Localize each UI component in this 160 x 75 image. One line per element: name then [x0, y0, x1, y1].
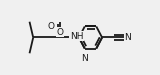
Text: NH: NH [70, 32, 83, 41]
Text: O: O [47, 22, 54, 31]
Text: N: N [81, 54, 88, 63]
Text: O: O [56, 28, 64, 37]
Text: N: N [125, 33, 131, 42]
